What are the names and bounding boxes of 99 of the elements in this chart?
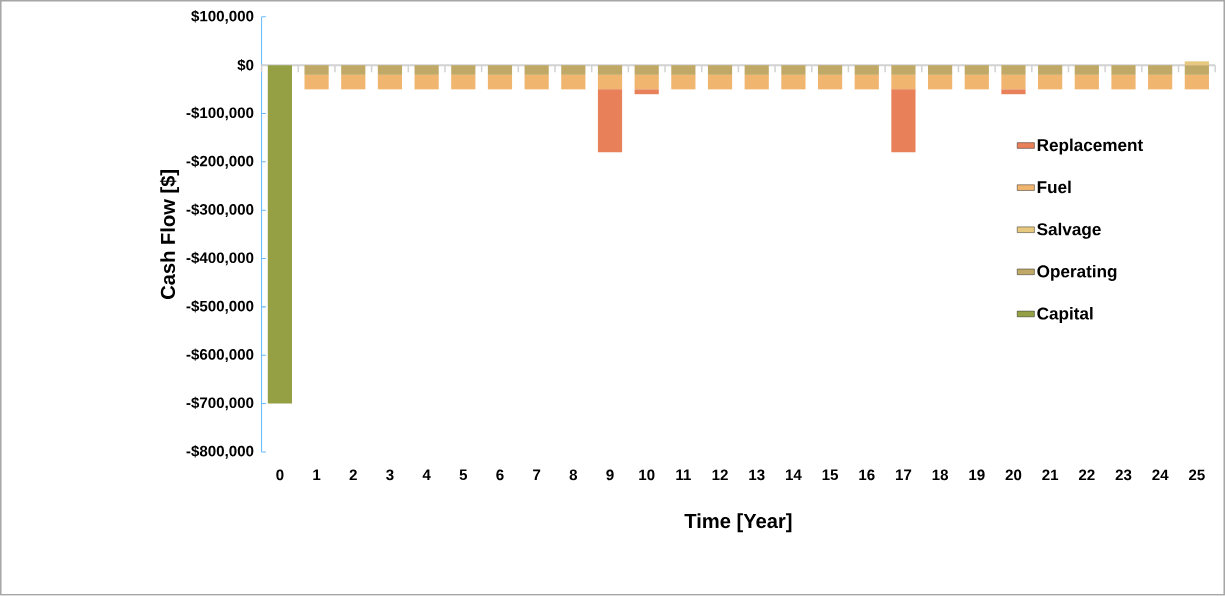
- x-tick-label: 12: [712, 469, 728, 481]
- bar: [1038, 65, 1063, 76]
- bar: [781, 65, 806, 76]
- bar: [634, 75, 659, 90]
- bar: [928, 75, 953, 90]
- y-tick-label: -$400,000: [186, 251, 254, 266]
- bar: [1038, 75, 1063, 90]
- legend-label: Replacement: [1037, 138, 1143, 155]
- bar: [451, 75, 476, 90]
- bar: [707, 65, 733, 76]
- bar: [304, 65, 329, 76]
- x-axis-title: Time [Year]: [684, 513, 792, 533]
- x-tick-label: 21: [1042, 469, 1059, 481]
- x-tick-label: 23: [1115, 469, 1132, 481]
- x-tick-label: 13: [749, 469, 765, 481]
- bar: [451, 65, 476, 76]
- x-tick-label: 17: [895, 469, 912, 481]
- bar: [891, 75, 916, 90]
- x-tick-label: 8: [569, 469, 578, 481]
- x-tick-label: 6: [496, 469, 504, 481]
- y-tick-label: -$300,000: [186, 203, 254, 218]
- x-tick-label: 4: [422, 469, 431, 481]
- x-tick-label: 24: [1152, 469, 1169, 481]
- bar: [1111, 65, 1136, 76]
- x-tick-label: 0: [276, 469, 284, 481]
- y-tick-label: -$600,000: [186, 348, 254, 363]
- legend-label: Operating: [1037, 265, 1117, 282]
- x-tick-label: 7: [533, 469, 541, 481]
- bar: [377, 75, 403, 90]
- y-axis-title: Cash Flow [$]: [159, 170, 180, 300]
- x-tick-label: 11: [676, 469, 691, 481]
- x-tick-label: 20: [1005, 469, 1022, 481]
- x-tick-label: 5: [459, 469, 468, 481]
- y-tick-label: $100,000: [191, 10, 254, 24]
- bar: [267, 65, 293, 404]
- bar: [1074, 65, 1099, 76]
- bar: [1148, 65, 1173, 76]
- bar: [964, 65, 989, 76]
- y-tick-label: -$700,000: [186, 396, 254, 411]
- bar: [744, 75, 769, 90]
- y-tick-label: -$500,000: [186, 300, 254, 314]
- bar: [744, 65, 769, 76]
- bar: [928, 65, 953, 76]
- legend-label: Capital: [1037, 307, 1093, 324]
- bar: [891, 65, 916, 76]
- bar: [561, 75, 586, 90]
- bar: [1111, 75, 1136, 90]
- x-tick-label: 15: [822, 469, 839, 481]
- bar: [671, 75, 696, 90]
- bar: [487, 65, 513, 76]
- x-tick-label: 10: [639, 469, 655, 481]
- x-tick-label: 16: [859, 469, 875, 481]
- bar: [854, 65, 879, 76]
- x-tick-label: 1: [313, 469, 321, 481]
- bar: [891, 89, 916, 153]
- bar: [414, 75, 439, 90]
- bar: [561, 65, 586, 76]
- bar: [781, 75, 806, 90]
- bar: [634, 89, 659, 95]
- bar: [597, 89, 623, 153]
- bar: [341, 65, 366, 76]
- bar: [414, 65, 439, 76]
- x-tick-label: 22: [1078, 469, 1095, 481]
- bar: [1001, 89, 1026, 95]
- bar: [597, 75, 623, 90]
- bar: [1184, 61, 1209, 66]
- x-tick-label: 3: [386, 469, 394, 481]
- bar: [1001, 65, 1026, 76]
- bar: [597, 65, 623, 76]
- x-tick-label: 14: [785, 469, 802, 481]
- y-tick-label: $0: [237, 59, 254, 72]
- bar: [304, 75, 329, 90]
- legend-label: Salvage: [1037, 222, 1101, 239]
- x-tick-label: 18: [932, 469, 949, 481]
- x-tick-label: 2: [349, 469, 357, 481]
- bar: [854, 75, 879, 90]
- bar: [817, 65, 843, 76]
- bar: [1184, 65, 1209, 76]
- bar: [1184, 75, 1209, 90]
- legend-label: Fuel: [1037, 180, 1071, 194]
- bar: [524, 65, 549, 76]
- bar: [707, 75, 733, 90]
- x-tick-label: 9: [606, 469, 614, 481]
- bar: [1148, 75, 1173, 90]
- bar: [964, 75, 989, 90]
- bar: [1074, 75, 1099, 90]
- bar: [524, 75, 549, 90]
- bar: [487, 75, 513, 90]
- bar: [634, 65, 659, 76]
- x-tick-label: 19: [969, 469, 985, 481]
- y-tick-label: -$100,000: [186, 106, 254, 121]
- bar: [377, 65, 403, 76]
- y-tick-label: -$800,000: [186, 445, 254, 459]
- bar: [1001, 75, 1026, 90]
- bar: [671, 65, 696, 76]
- bar: [817, 75, 843, 90]
- y-tick-label: -$200,000: [186, 155, 254, 169]
- x-tick-label: 25: [1188, 469, 1205, 481]
- bar: [341, 75, 366, 90]
